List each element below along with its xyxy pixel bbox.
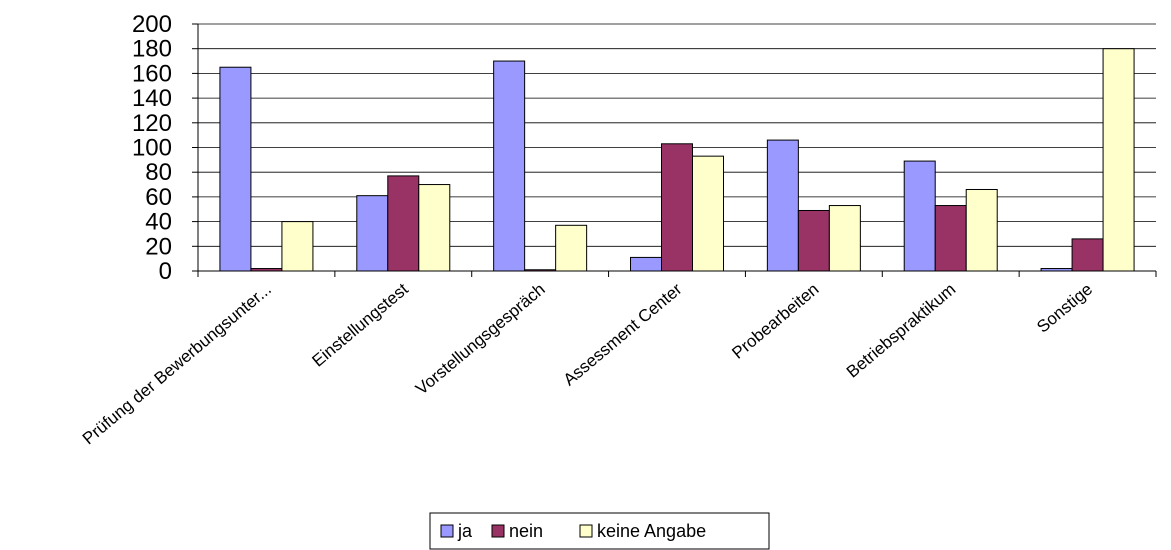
bars [219, 48, 1135, 272]
x-tick-label: Prüfung der Bewerbungsunter... [79, 280, 275, 449]
x-tick-label: Vorstellungsgespräch [412, 280, 549, 399]
bar-nein-1 [387, 175, 420, 272]
bar-nein-3 [661, 143, 693, 272]
y-tick-label: 100 [132, 135, 172, 162]
y-tick-label: 160 [132, 60, 172, 87]
bar-keine-angabe-1 [418, 184, 451, 272]
y-tick-label: 0 [159, 258, 172, 285]
bar-keine-angabe-6 [1102, 48, 1135, 272]
y-tick-label: 40 [145, 209, 172, 236]
bar-ja-5 [903, 160, 936, 272]
x-tick-label: Sonstige [1033, 280, 1096, 337]
legend-swatch-keine-angabe [579, 524, 593, 538]
bar-nein-6 [1071, 238, 1104, 272]
legend-swatch-ja [440, 524, 454, 538]
bar-ja-4 [766, 139, 799, 272]
y-tick-label: 200 [132, 11, 172, 38]
x-tick-label: Einstellungstest [308, 279, 412, 370]
legend-label-ja: ja [457, 521, 473, 541]
bar-keine-angabe-4 [828, 205, 861, 272]
bar-nein-4 [797, 209, 830, 272]
bar-ja-2 [493, 60, 526, 272]
x-tick-label: Probearbeiten [728, 280, 822, 363]
y-tick-label: 80 [145, 159, 172, 186]
bar-keine-angabe-2 [555, 224, 588, 272]
x-tick-labels: Prüfung der Bewerbungsunter... Einstellun… [79, 279, 1096, 448]
y-tick-label: 120 [132, 110, 172, 137]
y-tick-label: 180 [132, 36, 172, 63]
legend-box [429, 512, 770, 550]
legend-swatch-nein [491, 524, 505, 538]
bar-keine-angabe-0 [281, 221, 314, 272]
x-tick-label: Assessment Center [560, 279, 686, 389]
bar-keine-angabe-5 [965, 188, 998, 272]
bar-ja-3 [630, 256, 662, 272]
y-tick-label: 60 [145, 184, 172, 211]
bar-ja-0 [219, 66, 252, 272]
bar-keine-angabe-3 [692, 155, 724, 272]
y-tick-label: 20 [145, 233, 172, 260]
legend-label-keine-angabe: keine Angabe [597, 521, 706, 541]
bar-ja-1 [356, 195, 389, 272]
y-tick-label: 140 [132, 85, 172, 112]
legend: ja nein keine Angabe [429, 512, 770, 550]
axes [192, 23, 1157, 277]
x-tick-label: Betriebspraktikum [843, 280, 959, 382]
legend-label-nein: nein [509, 521, 543, 541]
bar-nein-5 [934, 205, 967, 272]
